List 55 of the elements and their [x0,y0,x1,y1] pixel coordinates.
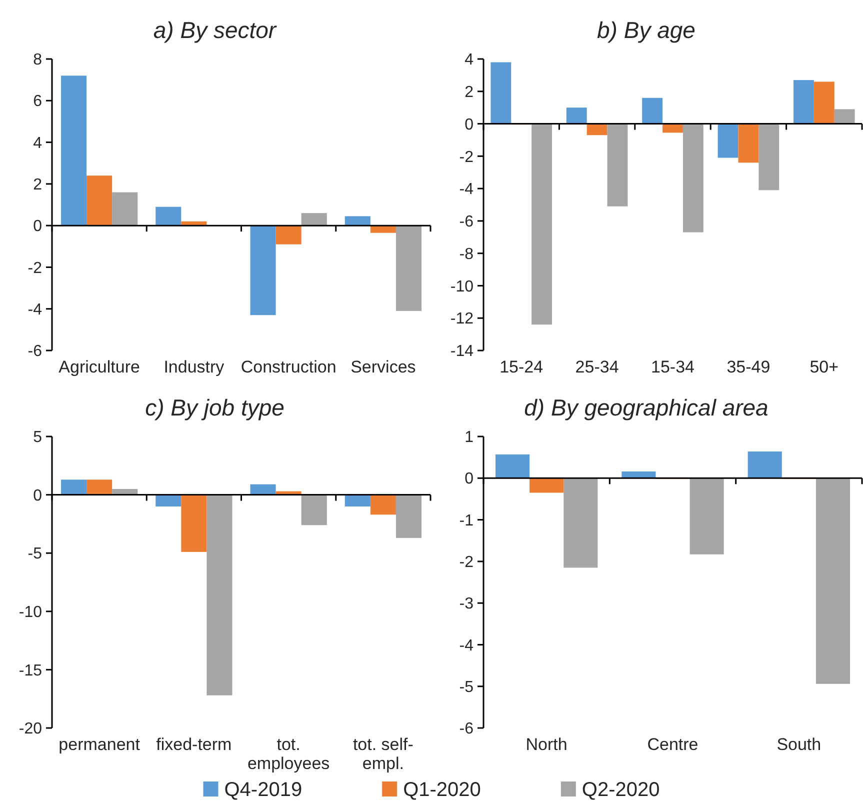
y-tick-label: 0 [33,218,42,236]
y-tick-label: -15 [18,662,42,680]
x-tick-label: 15-24 [500,358,544,376]
x-tick-label: South [776,735,822,754]
y-tick-label: -4 [459,181,474,198]
x-tick-label: 50+ [810,358,839,376]
y-tick-label: -4 [28,301,42,318]
x-tick-label: tot. self-empl. [352,735,414,773]
y-tick-label: -2 [459,554,474,572]
y-tick-label: -5 [28,546,42,563]
y-tick-label: -1 [459,512,474,530]
y-tick-label: 4 [33,134,42,152]
chart-title: a) By sector [153,17,278,43]
x-tick-label: tot. employees [247,735,330,773]
y-tick-label: -14 [450,343,474,360]
y-tick-label: -20 [18,720,42,738]
x-tick-label: 35-49 [726,358,770,376]
x-tick-label: North [526,735,568,754]
y-tick-label: -6 [459,720,474,738]
legend-label: Q1-2020 [403,779,481,801]
x-tick-label: Industry [164,358,225,376]
y-tick-label: -3 [459,596,474,613]
x-tick-label: Construction [240,358,336,376]
y-tick-label: 2 [33,176,42,194]
y-tick-label: -10 [450,278,474,296]
legend-label: Q2-2020 [582,779,660,801]
y-tick-label: 0 [464,116,474,134]
x-tick-label: fixed-term [156,735,232,754]
x-tick-label: Agriculture [58,358,140,376]
y-tick-label: 2 [464,84,474,101]
legend-label: Q4-2019 [224,779,302,801]
y-tick-label: -2 [28,260,42,277]
x-tick-label: 15-34 [651,358,694,376]
chart-title: d) By geographical area [524,394,768,420]
y-tick-label: 4 [464,52,474,69]
y-tick-label: 6 [33,93,42,110]
y-tick-label: 5 [33,429,42,446]
y-tick-label: -6 [28,343,42,360]
y-tick-label: -2 [459,148,474,166]
x-tick-label: Services [350,358,416,376]
y-tick-label: 0 [464,470,474,488]
y-tick-label: -10 [18,604,42,621]
y-tick-label: 1 [464,429,474,446]
y-tick-label: 8 [33,52,42,69]
x-tick-label: 25-34 [575,358,619,376]
x-tick-label: permanent [58,735,140,754]
y-tick-label: -5 [459,678,474,696]
y-tick-label: -4 [459,637,474,654]
x-tick-label: Centre [647,735,698,754]
y-tick-label: 0 [33,487,42,504]
chart-title: c) By job type [145,394,284,420]
y-tick-label: -12 [450,310,474,328]
y-tick-label: -8 [459,246,474,263]
chart-title: b) By age [597,17,696,43]
y-tick-label: -6 [459,214,474,231]
